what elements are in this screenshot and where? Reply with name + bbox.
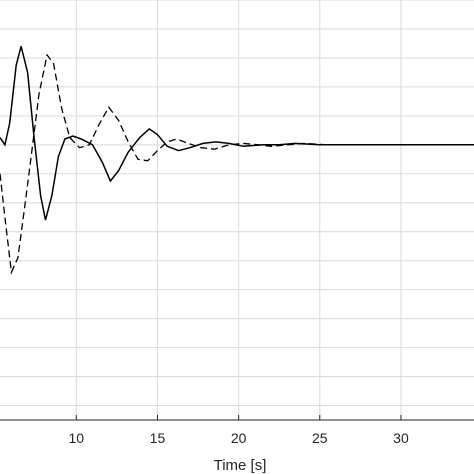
series-line-dashed	[0, 53, 474, 275]
x-tick-label: 30	[393, 430, 409, 446]
x-axis-label: Time [s]	[214, 457, 267, 474]
series-layer	[0, 46, 474, 275]
x-tick-label: 20	[231, 430, 247, 446]
x-ticks: 10 15 20 25 30	[69, 415, 409, 446]
x-tick-label: 10	[69, 430, 85, 446]
grid	[0, 0, 474, 420]
x-tick-label: 15	[150, 430, 166, 446]
x-tick-label: 25	[312, 430, 328, 446]
series-line-solid	[0, 46, 474, 221]
